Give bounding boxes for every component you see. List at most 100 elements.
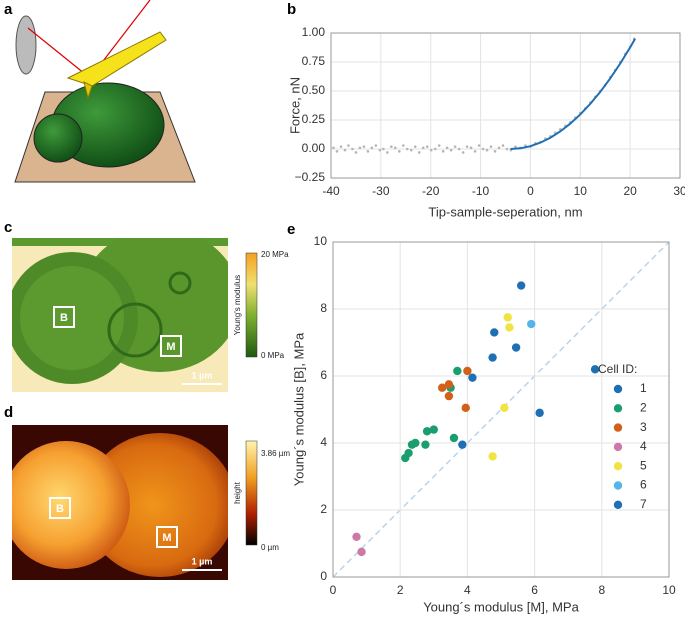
point [489, 145, 493, 148]
x-tick-label: -30 [372, 184, 390, 198]
point [401, 144, 405, 147]
point [465, 145, 469, 148]
point [449, 148, 453, 152]
point [398, 150, 401, 153]
point [409, 148, 413, 152]
point [505, 147, 509, 151]
point [352, 532, 361, 541]
modulus-map [12, 238, 228, 392]
point [488, 452, 497, 461]
x-tick-label: 20 [623, 184, 637, 198]
point [527, 319, 536, 329]
legend-marker [613, 481, 623, 490]
point [429, 425, 438, 434]
point [458, 440, 467, 449]
point [490, 328, 499, 337]
point [343, 148, 347, 152]
point [362, 145, 366, 148]
legend-marker [613, 500, 623, 509]
point [429, 148, 433, 152]
y-tick-label: 10 [314, 234, 328, 248]
point [441, 150, 445, 153]
legend-marker [613, 442, 623, 452]
legend-marker [613, 462, 623, 471]
point [347, 144, 350, 147]
point [438, 383, 447, 392]
point [457, 147, 461, 151]
panel-label: e [287, 221, 295, 238]
legend-title: Cell ID: [598, 362, 637, 376]
legend-label: 4 [640, 439, 647, 453]
x-tick-label: 10 [662, 583, 676, 597]
cell [33, 113, 83, 163]
legend-label: 6 [640, 478, 647, 492]
plot-frame [332, 241, 670, 578]
x-tick-label: -10 [472, 184, 490, 198]
x-tick-label: 6 [531, 583, 538, 597]
cell-region [84, 433, 228, 577]
x-tick-label: 8 [598, 583, 605, 597]
x-tick-label: -20 [422, 184, 440, 198]
point [411, 438, 420, 448]
point [425, 145, 429, 148]
legend-marker [613, 404, 623, 413]
y-tick-label: 0.50 [302, 83, 326, 97]
x-tick-label: 30 [673, 184, 685, 198]
colorbar [245, 440, 258, 546]
y-tick-label: 2 [320, 502, 327, 516]
colorbar-title: height [233, 481, 242, 504]
x-tick-label: 4 [464, 583, 471, 597]
region-box [49, 497, 71, 519]
laser [27, 27, 91, 79]
plot-frame [330, 32, 681, 179]
point [394, 146, 397, 150]
point [493, 150, 497, 153]
point [481, 147, 485, 151]
point [503, 313, 512, 322]
point [500, 403, 509, 413]
panel-c: c B M 1 µm 20 MPa 0 MPa Young's modulus [4, 219, 289, 392]
point [433, 147, 437, 151]
region-box [53, 306, 75, 328]
tip [83, 81, 93, 100]
point [461, 151, 465, 154]
point [437, 144, 441, 147]
point [374, 144, 378, 147]
x-tick-label: -40 [322, 184, 340, 198]
point [339, 145, 343, 148]
point [453, 366, 462, 376]
point [514, 145, 517, 148]
point [404, 448, 413, 458]
legend-label: 5 [640, 458, 647, 472]
panel-a: a [4, 0, 196, 183]
point [405, 147, 409, 151]
cantilever [66, 31, 167, 87]
colorbar-min: 0 µm [261, 543, 279, 552]
colorbar-min: 0 MPa [261, 351, 285, 360]
region-label: M [166, 341, 175, 353]
scale-label: 1 µm [192, 370, 213, 380]
point [444, 380, 454, 389]
x-tick-label: 10 [574, 184, 588, 198]
colorbar [245, 252, 258, 358]
legend-label: 7 [640, 497, 647, 511]
point [516, 281, 526, 290]
legend-marker [613, 384, 623, 394]
y-tick-label: 0 [320, 569, 327, 583]
point [511, 343, 521, 352]
point [485, 148, 489, 152]
y-tick-label: 1.00 [302, 25, 326, 39]
point [501, 144, 505, 147]
point [535, 408, 544, 418]
point [477, 144, 481, 147]
point [351, 147, 354, 151]
point [590, 365, 600, 374]
colorbar-max: 20 MPa [261, 250, 289, 259]
point [468, 373, 477, 382]
x-tick-label: 2 [397, 583, 404, 597]
point [357, 547, 366, 557]
point [461, 403, 470, 413]
scale-label: 1 µm [192, 556, 213, 566]
point [469, 146, 473, 150]
